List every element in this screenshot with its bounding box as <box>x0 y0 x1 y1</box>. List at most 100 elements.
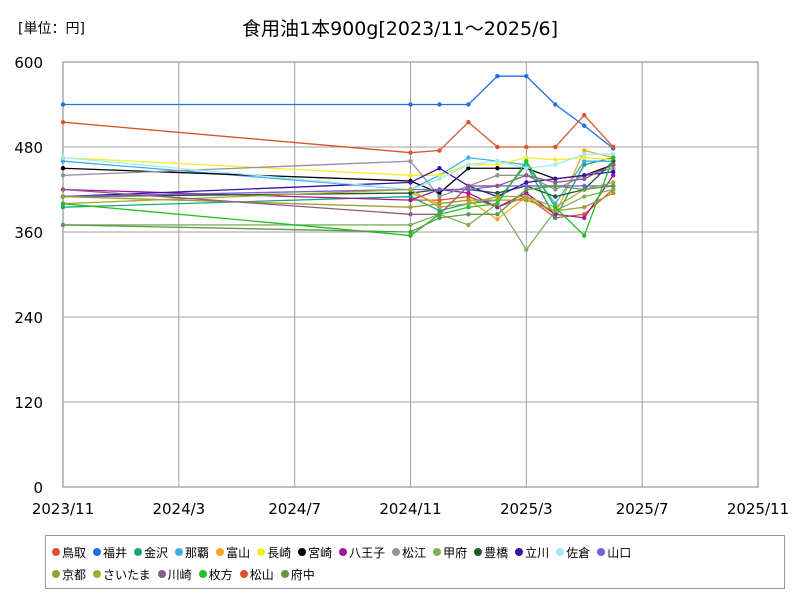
x-tick-label: 2025/7 <box>616 500 669 518</box>
data-point <box>408 190 413 196</box>
data-point <box>553 102 558 107</box>
legend-marker-icon <box>298 548 307 556</box>
legend-label: 那覇 <box>185 545 210 560</box>
legend-item: 佐倉 <box>556 544 590 561</box>
data-point <box>495 144 500 150</box>
data-point <box>611 180 616 185</box>
data-point <box>495 173 500 178</box>
legend-marker-icon <box>52 548 60 556</box>
legend: 鳥取 福井 金沢 那覇 富山 長崎 宮崎 八王子 松江 甲府 豊橋 立川 佐倉 山口 京都 さいたま 川崎 枚方… <box>45 535 785 589</box>
legend-item: 立川 <box>515 544 549 561</box>
legend-marker-icon <box>157 570 166 578</box>
data-point <box>582 155 587 160</box>
legend-item: 豊橋 <box>474 544 508 561</box>
chart-title: 食用油1本900g[2023/11～2025/6] <box>241 18 558 40</box>
data-point <box>553 157 558 162</box>
data-point <box>437 194 442 199</box>
data-point <box>408 150 413 155</box>
data-point <box>408 173 413 178</box>
data-point <box>553 187 558 192</box>
x-tick-label: 2024/7 <box>268 500 321 518</box>
data-point <box>60 155 66 160</box>
data-point <box>408 180 413 185</box>
legend-marker-icon <box>474 548 483 556</box>
data-point <box>408 187 413 192</box>
legend-item: 枚方 <box>198 566 233 583</box>
data-point <box>408 194 413 199</box>
y-tick-label: 240 <box>14 309 43 327</box>
legend-label: 鳥取 <box>62 545 87 560</box>
legend-label: さいたま <box>103 567 151 582</box>
data-point <box>611 151 616 157</box>
data-point <box>437 148 442 153</box>
data-point <box>524 166 529 171</box>
data-point <box>437 190 442 196</box>
legend-marker-icon <box>339 548 348 556</box>
legend-marker-icon <box>175 548 184 556</box>
data-point <box>408 212 413 217</box>
legend-marker-icon <box>392 548 401 556</box>
data-point <box>60 173 66 178</box>
legend-marker-icon <box>257 548 266 556</box>
legend-marker-icon <box>93 548 102 556</box>
data-point <box>582 183 587 189</box>
data-point <box>582 205 587 210</box>
legend-item: 甲府 <box>433 544 467 561</box>
data-point <box>582 151 587 157</box>
data-point <box>582 194 587 199</box>
legend-item: 八王子 <box>339 544 385 561</box>
data-point <box>553 215 558 221</box>
legend-item: 京都 <box>52 566 86 583</box>
legend-label: 松江 <box>402 545 427 560</box>
legend-item: 川崎 <box>157 566 192 583</box>
y-tick-label: 600 <box>14 54 43 72</box>
y-tick-label: 360 <box>14 224 43 242</box>
data-point <box>611 169 616 174</box>
legend-item: 金沢 <box>134 544 168 561</box>
x-tick-label: 2024/3 <box>152 500 205 518</box>
data-point <box>408 222 413 228</box>
data-point <box>495 190 500 196</box>
data-point <box>495 183 500 189</box>
data-point <box>582 112 587 118</box>
legend-item: 福井 <box>93 544 127 561</box>
data-point <box>437 102 442 107</box>
data-point <box>60 187 66 192</box>
data-point <box>553 180 558 185</box>
data-point <box>553 194 558 199</box>
data-point <box>524 180 529 185</box>
data-point <box>60 102 66 107</box>
legend-label: 富山 <box>226 545 251 560</box>
data-point <box>437 173 442 178</box>
legend-label: 府中 <box>290 567 315 582</box>
data-point <box>582 176 587 182</box>
x-tick-label: 2024/11 <box>379 500 441 518</box>
data-point <box>466 102 471 107</box>
x-tick-label: 2025/3 <box>500 500 553 518</box>
data-point <box>408 233 413 238</box>
data-point <box>466 166 471 171</box>
data-point <box>524 190 529 196</box>
legend-label: 豊橋 <box>484 545 509 560</box>
legend-row: 鳥取 福井 金沢 那覇 富山 長崎 宮崎 八王子 松江 甲府 豊橋 立川 佐倉 山口 <box>52 542 638 562</box>
legend-item: 府中 <box>280 566 315 583</box>
legend-item: 鳥取 <box>52 544 86 561</box>
legend-item: 長崎 <box>257 544 291 561</box>
legend-marker-icon <box>556 548 565 556</box>
data-point <box>466 197 471 203</box>
data-point <box>437 205 442 210</box>
data-point <box>611 162 616 167</box>
data-point <box>582 233 587 238</box>
data-point <box>524 158 529 164</box>
data-point <box>495 166 500 171</box>
legend-marker-icon <box>515 548 524 556</box>
legend-label: 長崎 <box>267 545 292 560</box>
y-tick-label: 0 <box>33 479 43 497</box>
legend-label: 八王子 <box>349 545 386 560</box>
data-point <box>466 205 471 210</box>
data-point <box>495 162 500 167</box>
data-point <box>495 194 500 199</box>
legend-item: 那覇 <box>175 544 209 561</box>
data-point <box>408 102 413 107</box>
data-point <box>582 158 587 164</box>
